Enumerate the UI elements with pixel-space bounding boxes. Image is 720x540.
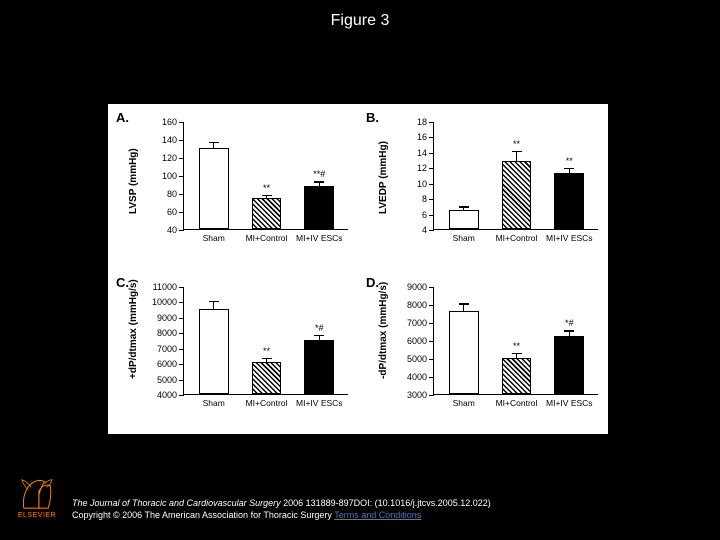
ytick-label: 10 bbox=[417, 179, 427, 189]
bar bbox=[502, 358, 532, 394]
plot-area: 4681012141618Sham**MI+Control**MI+IV ESC… bbox=[433, 122, 598, 230]
citation-text: 2006 131889-897DOI: (10.1016/j.jtcvs.200… bbox=[281, 498, 491, 508]
y-axis-label: +dP/dtmax (mmHg/s) bbox=[128, 279, 139, 379]
ytick-label: 11000 bbox=[153, 282, 177, 292]
bar bbox=[199, 309, 229, 394]
panel-b: B.LVEDP (mmHg)4681012141618Sham**MI+Cont… bbox=[358, 104, 608, 269]
category-label: MI+IV ESCs bbox=[296, 398, 343, 408]
category-label: MI+IV ESCs bbox=[546, 233, 593, 243]
category-label: MI+IV ESCs bbox=[546, 398, 593, 408]
ytick-label: 4000 bbox=[407, 372, 427, 382]
ytick-label: 3000 bbox=[407, 390, 427, 400]
category-label: MI+Control bbox=[496, 398, 538, 408]
publisher-logo: ELSEVIER bbox=[12, 476, 62, 524]
category-label: Sham bbox=[453, 398, 475, 408]
publisher-name: ELSEVIER bbox=[18, 512, 56, 519]
plot-area: 406080100120140160Sham**MI+Control**#MI+… bbox=[183, 122, 348, 230]
bar bbox=[252, 362, 282, 394]
citation-footer: The Journal of Thoracic and Cardiovascul… bbox=[72, 497, 700, 522]
significance-marker: ** bbox=[263, 183, 270, 193]
ytick-label: 4000 bbox=[157, 390, 177, 400]
category-label: MI+Control bbox=[246, 233, 288, 243]
y-axis-label: LVEDP (mmHg) bbox=[378, 141, 389, 214]
significance-marker: *# bbox=[315, 323, 324, 333]
ytick-label: 14 bbox=[417, 148, 427, 158]
panel-d: D.-dP/dtmax (mmHg/s)30004000500060007000… bbox=[358, 269, 608, 434]
bar bbox=[554, 336, 584, 394]
ytick-label: 6000 bbox=[157, 359, 177, 369]
ytick-label: 160 bbox=[162, 117, 177, 127]
plot-area: 4000500060007000800090001000011000Sham**… bbox=[183, 287, 348, 395]
ytick-label: 4 bbox=[422, 225, 427, 235]
ytick-label: 8000 bbox=[407, 300, 427, 310]
ytick-label: 8000 bbox=[157, 328, 177, 338]
category-label: Sham bbox=[453, 233, 475, 243]
bar bbox=[304, 340, 334, 394]
terms-link[interactable]: Terms and Conditions bbox=[334, 510, 421, 520]
ytick-label: 6 bbox=[422, 210, 427, 220]
panel-a: A.LVSP (mmHg)406080100120140160Sham**MI+… bbox=[108, 104, 358, 269]
ytick-label: 5000 bbox=[407, 354, 427, 364]
ytick-label: 10000 bbox=[152, 297, 177, 307]
category-label: MI+Control bbox=[496, 233, 538, 243]
bar bbox=[304, 186, 334, 229]
ytick-label: 5000 bbox=[157, 375, 177, 385]
ytick-label: 12 bbox=[417, 163, 427, 173]
ytick-label: 40 bbox=[167, 225, 177, 235]
ytick-label: 80 bbox=[167, 189, 177, 199]
y-axis-label: -dP/dtmax (mmHg/s) bbox=[378, 282, 389, 379]
plot-area: 3000400050006000700080009000Sham**MI+Con… bbox=[433, 287, 598, 395]
ytick-label: 6000 bbox=[407, 336, 427, 346]
ytick-label: 120 bbox=[162, 153, 177, 163]
panel-c: C.+dP/dtmax (mmHg/s)40005000600070008000… bbox=[108, 269, 358, 434]
significance-marker: **# bbox=[313, 169, 325, 179]
ytick-label: 16 bbox=[417, 132, 427, 142]
ytick-label: 140 bbox=[162, 135, 177, 145]
copyright-text: Copyright © 2006 The American Associatio… bbox=[72, 510, 334, 520]
ytick-label: 8 bbox=[422, 194, 427, 204]
ytick-label: 18 bbox=[417, 117, 427, 127]
significance-marker: ** bbox=[263, 346, 270, 356]
ytick-label: 9000 bbox=[407, 282, 427, 292]
significance-marker: ** bbox=[566, 156, 573, 166]
panel-label: A. bbox=[116, 110, 129, 125]
ytick-label: 9000 bbox=[157, 313, 177, 323]
figure-panels: A.LVSP (mmHg)406080100120140160Sham**MI+… bbox=[108, 104, 608, 434]
significance-marker: ** bbox=[513, 139, 520, 149]
category-label: MI+Control bbox=[246, 398, 288, 408]
journal-name: The Journal of Thoracic and Cardiovascul… bbox=[72, 498, 281, 508]
bar bbox=[199, 148, 229, 229]
figure-title: Figure 3 bbox=[0, 0, 720, 30]
category-label: Sham bbox=[203, 233, 225, 243]
significance-marker: *# bbox=[565, 318, 574, 328]
ytick-label: 100 bbox=[162, 171, 177, 181]
ytick-label: 7000 bbox=[157, 344, 177, 354]
bar bbox=[449, 311, 479, 394]
ytick-label: 60 bbox=[167, 207, 177, 217]
panel-label: B. bbox=[366, 110, 379, 125]
bar bbox=[449, 210, 479, 229]
ytick-label: 7000 bbox=[407, 318, 427, 328]
bar bbox=[502, 161, 532, 229]
category-label: Sham bbox=[203, 398, 225, 408]
bar bbox=[554, 173, 584, 229]
bar bbox=[252, 198, 282, 229]
y-axis-label: LVSP (mmHg) bbox=[128, 148, 139, 214]
category-label: MI+IV ESCs bbox=[296, 233, 343, 243]
significance-marker: ** bbox=[513, 341, 520, 351]
